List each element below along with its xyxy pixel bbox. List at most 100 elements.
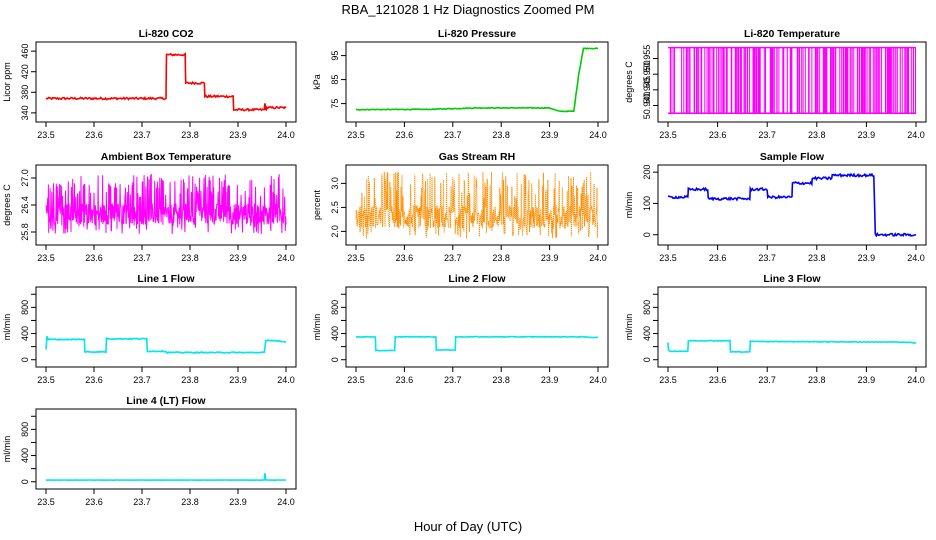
x-tick-label: 23.5: [37, 253, 55, 263]
panel-frame: [345, 41, 609, 123]
y-tick-label: 50.955: [642, 45, 652, 73]
y-tick-label: 380: [20, 85, 30, 100]
x-tick-label: 23.5: [37, 130, 55, 140]
y-tick-label: 50.940: [642, 92, 652, 120]
figure-title: RBA_121028 1 Hz Diagnostics Zoomed PM: [342, 2, 595, 17]
x-tick-label: 23.6: [709, 130, 727, 140]
y-axis-label: ml/min: [624, 314, 634, 341]
series-line: [667, 339, 917, 354]
y-axis-label: degrees C: [624, 61, 634, 103]
panel-frame: [35, 408, 297, 490]
panel-5: Gas Stream RH percent 23.5 23.6 23.7 23.8 23.9…: [312, 151, 609, 263]
y-tick-label: 2.5: [330, 201, 340, 214]
x-tick-label: 23.6: [85, 375, 103, 385]
panel-frame: [345, 164, 609, 246]
panel-3: Li-820 Temperature degrees C 23.5 23.6 23.7 2…: [624, 28, 927, 140]
x-tick-label: 23.7: [758, 253, 776, 263]
series-noise: [355, 171, 599, 239]
x-tick-label: 23.8: [181, 497, 199, 507]
figure-x-axis-label: Hour of Day (UTC): [414, 519, 522, 534]
panel-title: Li-820 Pressure: [438, 28, 516, 40]
y-tick-label: 800: [642, 300, 652, 315]
series-line: [355, 335, 599, 352]
y-tick-label: 340: [20, 105, 30, 120]
y-tick-label: 2.0: [330, 225, 340, 238]
y-axis-label: ml/min: [2, 314, 12, 341]
x-tick-label: 23.5: [347, 130, 365, 140]
y-tick-label: 95: [330, 51, 340, 61]
panel-10: Line 4 (LT) Flow ml/min 23.5 23.6 23.7 23.8 23…: [2, 395, 297, 507]
y-tick-label: 400: [20, 326, 30, 341]
y-axis-label: percent: [312, 189, 322, 220]
y-tick-label: 420: [20, 64, 30, 79]
panel-frame: [657, 164, 927, 246]
y-tick-label: 400: [330, 326, 340, 341]
y-tick-label: 0: [20, 357, 30, 362]
x-tick-label: 24.0: [589, 375, 607, 385]
y-tick-label: 3.0: [330, 177, 340, 190]
x-tick-label: 23.7: [758, 375, 776, 385]
x-tick-label: 23.7: [758, 130, 776, 140]
x-tick-label: 23.6: [396, 253, 414, 263]
panel-title: Line 4 (LT) Flow: [126, 395, 206, 407]
panel-8: Line 2 Flow ml/min 23.5 23.6 23.7 23.8 23.9 24.…: [312, 273, 609, 385]
x-tick-label: 23.5: [659, 375, 677, 385]
x-tick-label: 23.6: [709, 253, 727, 263]
series-spikes: [669, 47, 916, 114]
x-tick-label: 24.0: [589, 253, 607, 263]
y-tick-label: 0: [330, 357, 340, 362]
panel-6: Sample Flow ml/min 23.5 23.6 23.7 23.8 23.9 24.…: [624, 151, 927, 263]
panel-frame: [657, 41, 927, 123]
panel-9: Line 3 Flow ml/min 23.5 23.6 23.7 23.8 23.9 24.…: [624, 273, 927, 385]
y-tick-label: 0: [642, 357, 652, 362]
x-tick-label: 24.0: [277, 130, 295, 140]
y-axis-label: ml/min: [2, 436, 12, 463]
panel-title: Sample Flow: [760, 151, 825, 163]
x-tick-label: 23.9: [541, 375, 559, 385]
panel-title: Ambient Box Temperature: [101, 151, 232, 163]
y-tick-label: 75: [330, 99, 340, 109]
x-tick-label: 24.0: [277, 253, 295, 263]
x-tick-label: 23.6: [85, 497, 103, 507]
panel-frame: [35, 286, 297, 368]
y-axis-label: ml/min: [312, 314, 322, 341]
x-tick-label: 23.8: [492, 375, 510, 385]
y-tick-label: 800: [20, 300, 30, 315]
series-noise: [45, 173, 287, 235]
series-line: [667, 172, 917, 238]
x-tick-label: 23.7: [444, 130, 462, 140]
panel-title: Gas Stream RH: [439, 151, 515, 163]
panel-frame: [345, 286, 609, 368]
x-tick-label: 23.5: [37, 497, 55, 507]
x-tick-label: 23.7: [444, 375, 462, 385]
x-tick-label: 23.9: [229, 497, 247, 507]
y-tick-label: 85: [330, 75, 340, 85]
panel-title: Line 1 Flow: [137, 273, 195, 285]
x-tick-label: 23.7: [133, 375, 151, 385]
panel-7: Line 1 Flow ml/min 23.5 23.6 23.7 23.8 23.9 24.…: [2, 273, 297, 385]
y-tick-label: 400: [642, 326, 652, 341]
y-axis-label: Licor ppm: [2, 62, 12, 102]
y-tick-label: 50.945: [642, 76, 652, 104]
series-line: [356, 47, 599, 113]
x-tick-label: 23.5: [347, 375, 365, 385]
panel-1: Li-820 CO2 Licor ppm 23.5 23.6 23.7 23.8 23.9 2…: [2, 28, 297, 140]
y-tick-label: 50.950: [642, 60, 652, 88]
y-tick-label: 27.0: [20, 169, 30, 187]
x-tick-label: 23.5: [37, 375, 55, 385]
x-tick-label: 24.0: [907, 130, 925, 140]
x-tick-label: 23.9: [541, 253, 559, 263]
x-tick-label: 23.9: [229, 130, 247, 140]
x-tick-label: 23.6: [396, 130, 414, 140]
y-tick-label: 800: [330, 300, 340, 315]
x-tick-label: 23.9: [858, 375, 876, 385]
y-tick-label: 0: [20, 479, 30, 484]
x-tick-label: 24.0: [277, 375, 295, 385]
series-line: [45, 473, 286, 482]
y-axis-label: kPa: [312, 74, 322, 90]
x-tick-label: 23.8: [492, 253, 510, 263]
y-tick-label: 25.8: [20, 223, 30, 241]
x-tick-label: 23.8: [492, 130, 510, 140]
x-tick-label: 23.7: [444, 253, 462, 263]
